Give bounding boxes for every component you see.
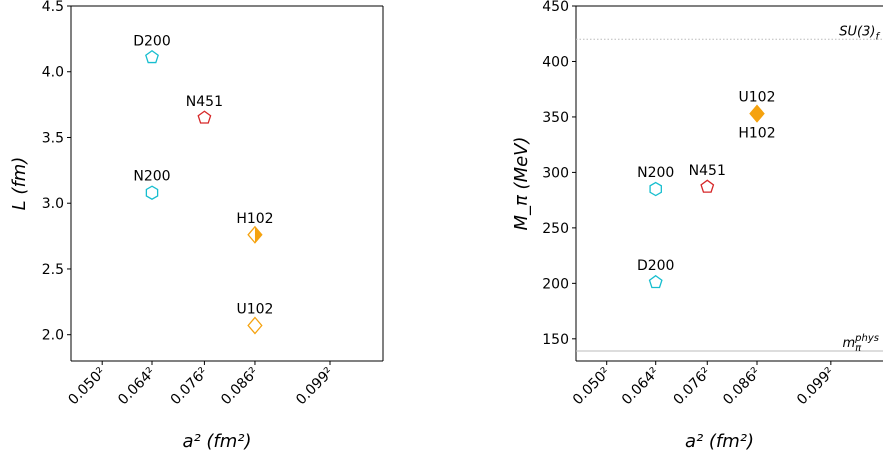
marker-n451: [700, 179, 715, 193]
point-label-n451: N451: [689, 163, 726, 179]
marker-d200: [648, 274, 663, 289]
x-tick-label: 0.076²: [168, 365, 212, 409]
y-tick-label: 4.5: [42, 0, 64, 15]
point-label-u102: U102: [739, 90, 776, 106]
y-tick-label: 400: [542, 54, 569, 70]
point-label-n200: N200: [133, 169, 170, 185]
x-axis-title: a² (fm²): [182, 431, 251, 452]
point-label-u102: U102: [236, 302, 273, 318]
point-label-h102: H102: [738, 126, 775, 142]
point-label-d200: D200: [637, 258, 675, 274]
marker-h102: [247, 225, 263, 244]
x-axis-title: a² (fm²): [685, 431, 754, 452]
marker-fill-h102: [750, 105, 758, 122]
marker-n200: [649, 181, 662, 197]
reference-line-label: SU(3)f: [839, 24, 880, 42]
y-tick-label: 150: [542, 332, 569, 348]
y-tick-label: 300: [542, 165, 569, 181]
y-tick-label: 250: [542, 221, 569, 237]
point-label-n200: N200: [637, 165, 674, 181]
y-axis-title: L (fm): [9, 157, 30, 211]
marker-fill-h102: [254, 226, 262, 243]
x-tick-label: 0.050²: [570, 365, 614, 409]
x-tick-label: 0.086²: [218, 365, 262, 409]
y-tick-label: 3.0: [42, 196, 64, 212]
y-tick-label: 450: [542, 0, 569, 15]
marker-u102: [247, 316, 263, 335]
y-tick-label: 2.5: [42, 262, 64, 278]
x-tick-label: 0.099²: [293, 365, 337, 409]
point-label-d200: D200: [133, 33, 171, 49]
x-tick-label: 0.064²: [619, 365, 663, 409]
y-axis-title: M_π (MeV): [511, 136, 532, 230]
y-tick-label: 200: [542, 276, 569, 292]
x-tick-label: 0.086²: [720, 365, 764, 409]
marker-h102: [749, 104, 765, 123]
reference-line-label: mπphys: [842, 333, 879, 354]
marker-d200: [145, 49, 159, 64]
y-tick-label: 350: [542, 110, 569, 126]
y-tick-label: 3.5: [42, 130, 64, 146]
x-tick-label: 0.076²: [670, 365, 714, 409]
y-tick-label: 2.0: [42, 328, 64, 344]
x-tick-label: 0.064²: [115, 365, 159, 409]
x-tick-label: 0.050²: [65, 365, 109, 409]
point-label-n451: N451: [186, 94, 223, 110]
y-tick-label: 4.0: [42, 65, 64, 81]
point-label-h102: H102: [236, 211, 273, 227]
marker-n200: [145, 185, 159, 200]
x-tick-label: 0.099²: [794, 365, 838, 409]
chart-1: 2.0 2.5 3.0 3.5 4.0 4.5 0.050² 0.064² 0.076² 0.08…: [9, 0, 384, 452]
marker-n451: [197, 110, 212, 124]
marker-fill-u102: [757, 105, 764, 122]
